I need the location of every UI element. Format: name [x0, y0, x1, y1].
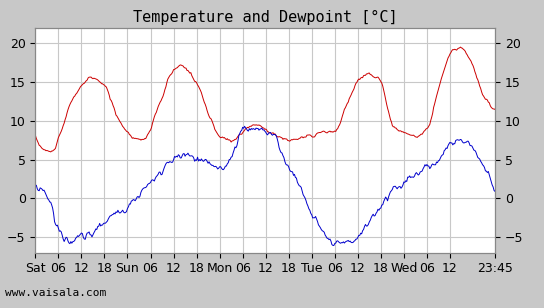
Text: www.vaisala.com: www.vaisala.com	[5, 288, 107, 298]
Title: Temperature and Dewpoint [°C]: Temperature and Dewpoint [°C]	[133, 10, 398, 25]
